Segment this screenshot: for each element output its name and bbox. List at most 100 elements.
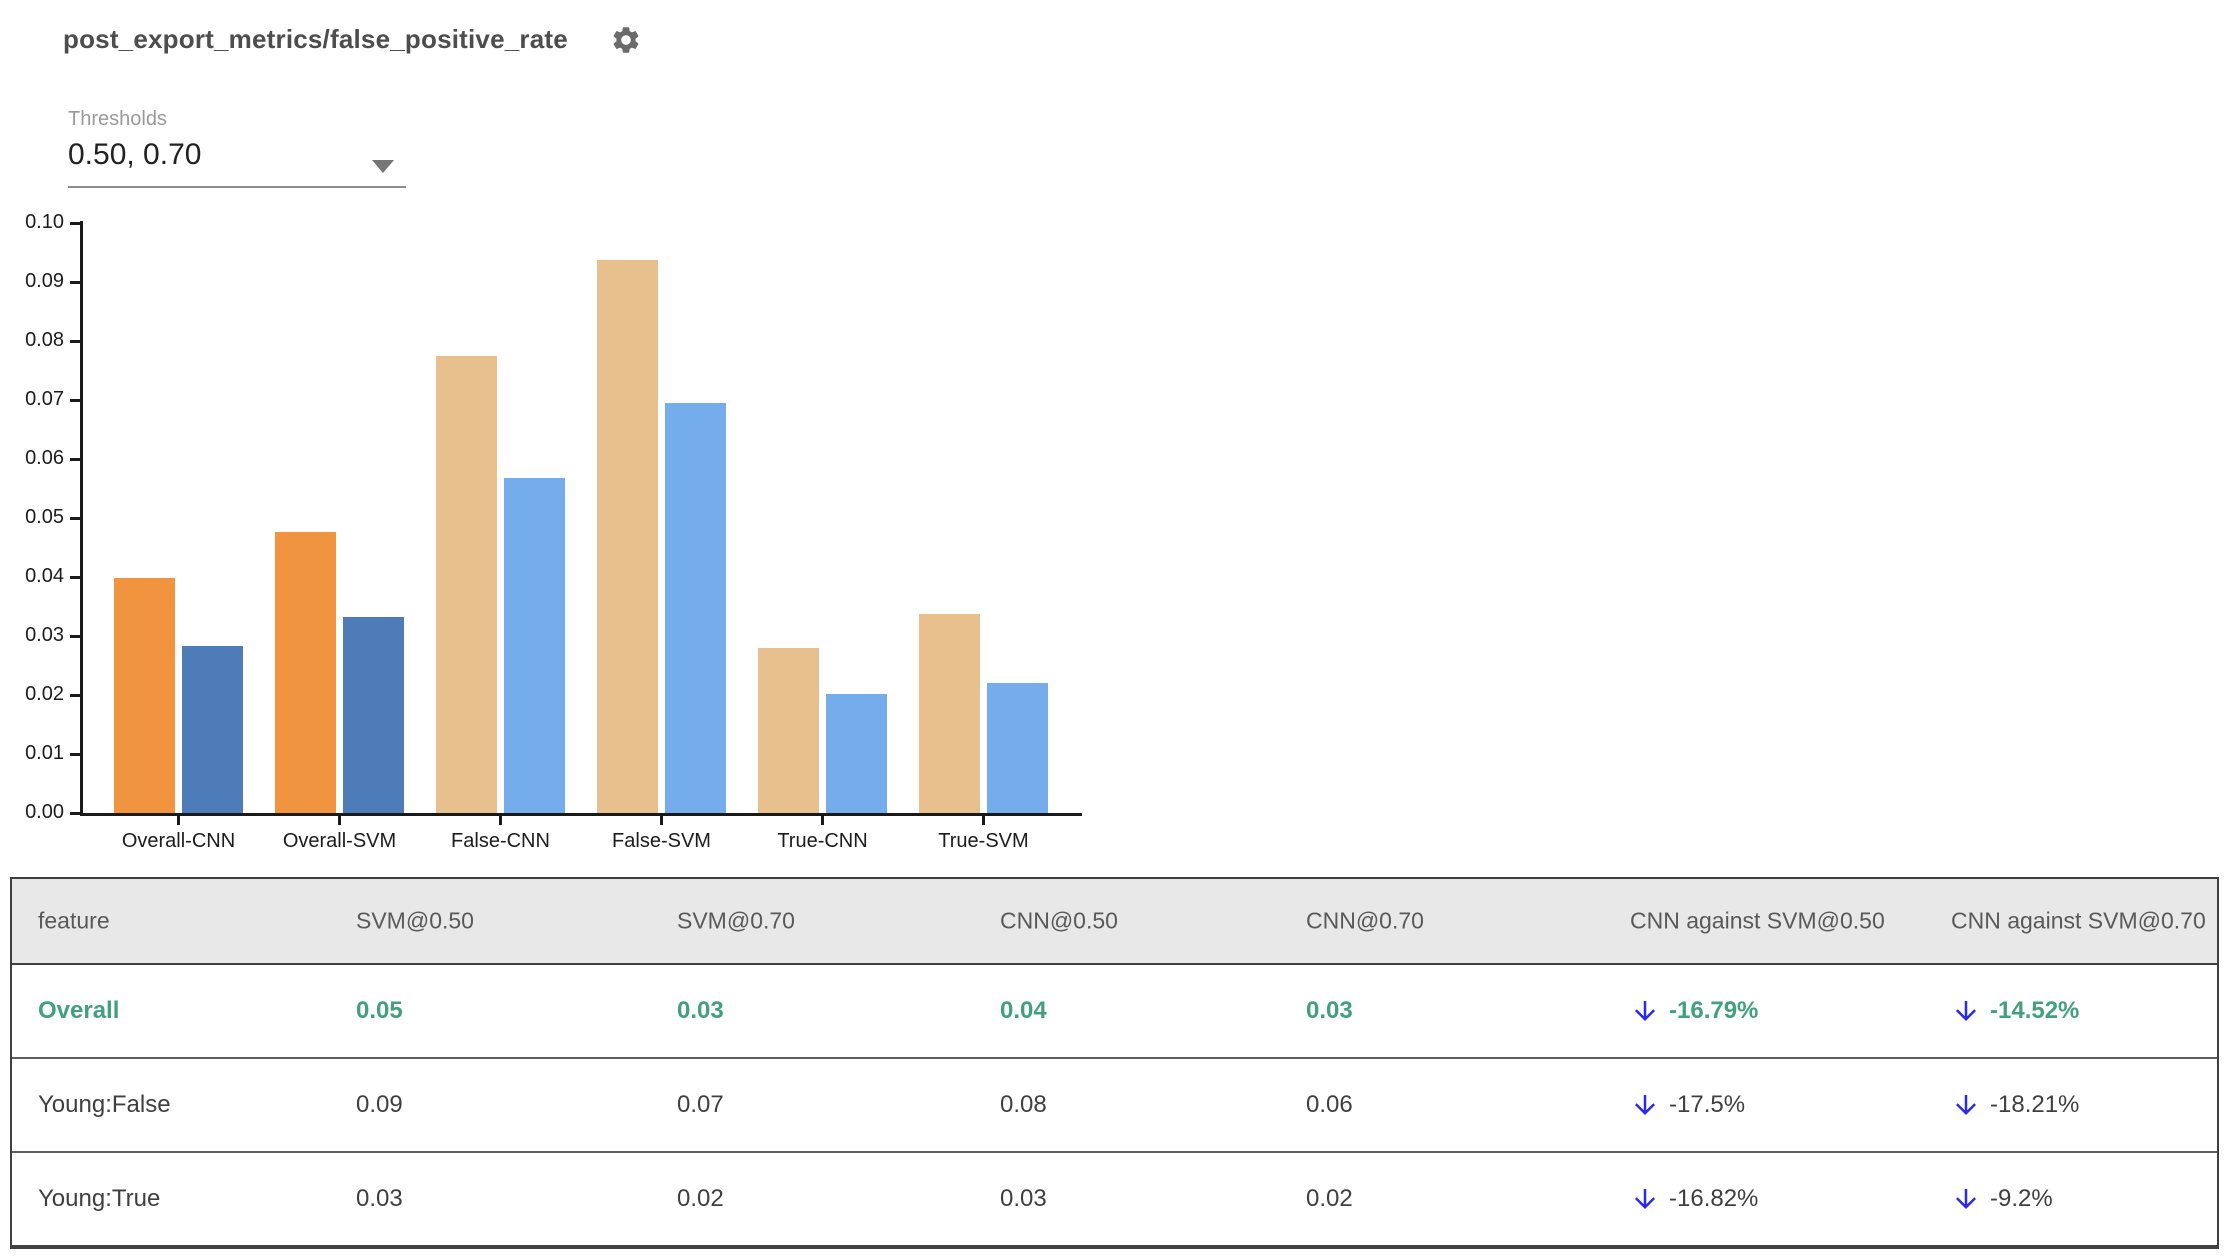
feature-label: Overall — [38, 997, 120, 1024]
column-header-svm-050: SVM@0.50 — [356, 907, 474, 934]
x-axis-category-label: Overall-SVM — [282, 830, 397, 852]
metric-value: 0.03 — [677, 997, 724, 1024]
metric-value: 0.02 — [1306, 1185, 1353, 1212]
column-header-cnn-against-svm-070: CNN against SVM@0.70 — [1951, 907, 2206, 934]
y-axis-tick-label: 0.09 — [25, 270, 64, 292]
delta-cell: -18.21% — [1951, 1090, 2079, 1120]
thresholds-value: 0.50, 0.70 — [68, 138, 202, 171]
delta-cell: -16.79% — [1630, 996, 1758, 1026]
y-axis-tick-label: 0.07 — [25, 388, 64, 410]
arrow-down-icon — [1956, 1001, 1976, 1021]
bar-overall-svm-0.50[interactable] — [275, 532, 336, 813]
bar-false-cnn-0.50[interactable] — [436, 356, 497, 813]
y-axis-tick-label: 0.03 — [25, 624, 64, 646]
bar-false-svm-0.70[interactable] — [665, 403, 726, 813]
y-axis-tick — [70, 753, 80, 756]
x-axis-tick — [982, 816, 985, 825]
column-header-feature: feature — [38, 907, 110, 934]
y-axis-tick — [70, 694, 80, 697]
column-header-cnn-against-svm-050: CNN against SVM@0.50 — [1630, 907, 1885, 934]
x-axis-category-label: Overall-CNN — [121, 830, 236, 852]
y-axis-tick-label: 0.06 — [25, 447, 64, 469]
feature-label: Young:False — [38, 1091, 171, 1118]
delta-value: -9.2% — [1990, 1185, 2053, 1212]
delta-cell: -16.82% — [1630, 1184, 1758, 1214]
metrics-table: feature SVM@0.50 SVM@0.70 CNN@0.50 CNN@0… — [10, 877, 2219, 1249]
false-positive-rate-chart: 0.10 0.09 0.08 0.07 0.06 0.05 0.04 0.03 0.02 0.01… — [25, 211, 1082, 852]
column-header-cnn-070: CNN@0.70 — [1306, 907, 1424, 934]
y-axis-tick — [70, 340, 80, 343]
thresholds-dropdown[interactable]: Thresholds 0.50, 0.70 — [68, 108, 408, 190]
page-title: post_export_metrics/false_positive_rate — [63, 24, 568, 54]
bar-false-svm-0.50[interactable] — [597, 260, 658, 813]
metric-value: 0.08 — [1000, 1091, 1047, 1118]
bar-true-svm-0.70[interactable] — [987, 683, 1048, 813]
delta-cell: -9.2% — [1951, 1184, 2053, 1214]
arrow-down-icon — [1635, 1095, 1655, 1115]
y-axis-tick — [70, 812, 80, 815]
bar-overall-cnn-0.50[interactable] — [114, 578, 175, 813]
y-axis-tick-label: 0.02 — [25, 683, 64, 705]
arrow-down-icon — [1635, 1001, 1655, 1021]
feature-label: Young:True — [38, 1185, 161, 1212]
delta-value: -14.52% — [1990, 997, 2080, 1024]
bar-true-cnn-0.70[interactable] — [826, 694, 887, 813]
y-axis-tick-label: 0.08 — [25, 329, 64, 351]
metric-value: 0.09 — [356, 1091, 403, 1118]
y-axis-tick — [70, 517, 80, 520]
x-axis-tick — [177, 816, 180, 825]
metric-value: 0.03 — [1000, 1185, 1047, 1212]
metric-value: 0.03 — [356, 1185, 403, 1212]
bar-overall-svm-0.70[interactable] — [343, 617, 404, 813]
y-axis-tick — [70, 576, 80, 579]
x-axis-line — [80, 813, 1082, 816]
table-row-overall: Overall 0.05 0.03 0.04 0.03 -16.79% -14.… — [12, 965, 2217, 1057]
delta-value: -17.5% — [1669, 1091, 1746, 1118]
x-axis-category-label: False-CNN — [451, 830, 550, 852]
delta-cell: -17.5% — [1630, 1090, 1745, 1120]
x-axis-tick — [660, 816, 663, 825]
x-axis-tick — [821, 816, 824, 825]
y-axis-tick — [70, 399, 80, 402]
y-axis-tick — [70, 222, 80, 225]
arrow-down-icon — [1956, 1095, 1976, 1115]
y-axis-tick — [70, 635, 80, 638]
metric-value: 0.07 — [677, 1091, 724, 1118]
column-header-svm-070: SVM@0.70 — [677, 907, 795, 934]
x-axis-category-label: True-SVM — [938, 830, 1029, 852]
arrow-down-icon — [1956, 1189, 1976, 1209]
thresholds-label: Thresholds — [68, 108, 167, 130]
gear-icon[interactable] — [610, 24, 642, 56]
x-axis-tick — [338, 816, 341, 825]
metric-value: 0.04 — [1000, 997, 1047, 1024]
y-axis-tick-label: 0.05 — [25, 506, 64, 528]
y-axis-tick-label: 0.01 — [25, 742, 64, 764]
x-axis-tick — [499, 816, 502, 825]
arrow-down-icon — [1635, 1189, 1655, 1209]
y-axis-line — [80, 221, 83, 816]
table-header-row: feature SVM@0.50 SVM@0.70 CNN@0.50 CNN@0… — [12, 879, 2217, 965]
delta-value: -16.82% — [1669, 1185, 1759, 1212]
delta-cell: -14.52% — [1951, 996, 2079, 1026]
dropdown-underline — [68, 186, 406, 188]
metric-value: 0.05 — [356, 997, 403, 1024]
table-row-young-false: Young:False 0.09 0.07 0.08 0.06 -17.5% -… — [12, 1057, 2217, 1151]
table-row-young-true: Young:True 0.03 0.02 0.03 0.02 -16.82% -… — [12, 1151, 2217, 1245]
metric-value: 0.06 — [1306, 1091, 1353, 1118]
bar-false-cnn-0.70[interactable] — [504, 478, 565, 813]
column-header-cnn-050: CNN@0.50 — [1000, 907, 1118, 934]
y-axis-tick — [70, 281, 80, 284]
y-axis-tick-label: 0.00 — [25, 801, 64, 823]
y-axis-tick — [70, 458, 80, 461]
bar-overall-cnn-0.70[interactable] — [182, 646, 243, 813]
bar-true-svm-0.50[interactable] — [919, 614, 980, 813]
metric-value: 0.03 — [1306, 997, 1353, 1024]
chevron-down-icon — [372, 160, 394, 173]
bar-true-cnn-0.50[interactable] — [758, 648, 819, 813]
delta-value: -18.21% — [1990, 1091, 2080, 1118]
delta-value: -16.79% — [1669, 997, 1759, 1024]
x-axis-category-label: True-CNN — [777, 830, 868, 852]
metric-value: 0.02 — [677, 1185, 724, 1212]
y-axis-tick-label: 0.10 — [25, 211, 64, 233]
